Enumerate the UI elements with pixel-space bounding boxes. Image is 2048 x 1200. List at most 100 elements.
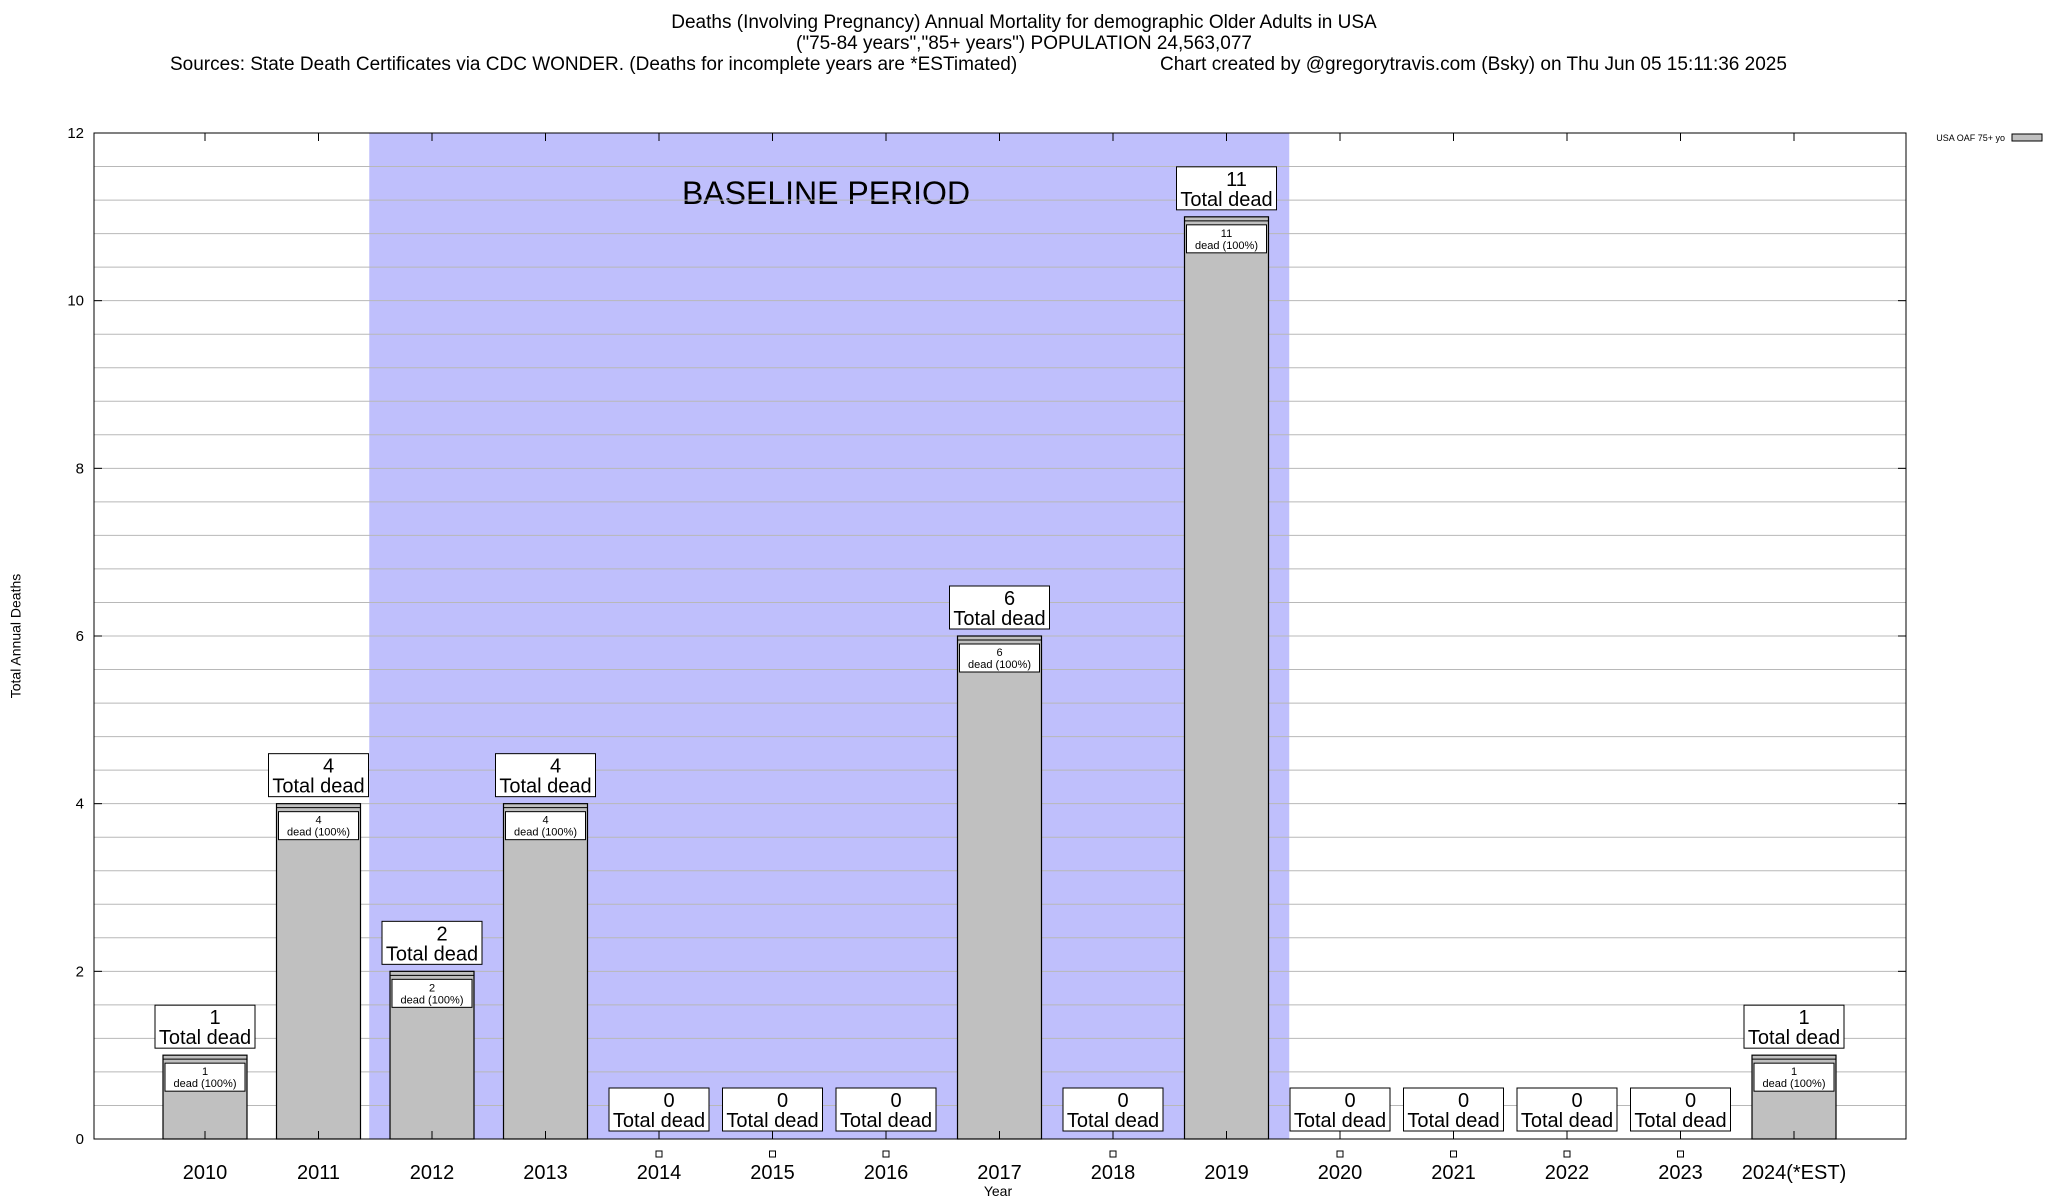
total-dead-label: Total dead (1294, 1110, 1386, 1132)
x-tick-label: 2013 (523, 1162, 568, 1184)
x-axis-label: Year (984, 1183, 1013, 1199)
chart-credit: Chart created by @gregorytravis.com (Bsk… (1160, 54, 1787, 75)
inner-dead-label: dead (100%) (1195, 240, 1258, 252)
total-dead-label: Total dead (953, 608, 1045, 630)
inner-value-label: 2 (429, 982, 435, 994)
legend: USA OAF 75+ yo (1936, 133, 2043, 143)
x-tick-label: 2016 (864, 1162, 909, 1184)
bar (275, 803, 362, 1140)
bar (502, 803, 589, 1140)
inner-label-box (391, 978, 473, 1008)
legend-swatch (2011, 133, 2043, 142)
total-label-box (1630, 1087, 1731, 1132)
x-tick-label: 2010 (183, 1162, 228, 1184)
total-value-label: 1 (1798, 1007, 1809, 1029)
inner-label-box (278, 811, 359, 841)
zero-marker (769, 1150, 776, 1158)
total-label-box (608, 1087, 710, 1132)
y-tick-label: 2 (76, 963, 84, 980)
x-tick-label: 2017 (977, 1162, 1022, 1184)
x-tick-label: 2015 (750, 1162, 795, 1184)
total-dead-label: Total dead (1067, 1110, 1159, 1132)
inner-value-label: 6 (996, 647, 1002, 659)
inner-value-label: 1 (1791, 1066, 1797, 1078)
zero-marker (1109, 1150, 1117, 1158)
total-dead-label: Total dead (1634, 1110, 1726, 1132)
x-tick-label: 2022 (1545, 1162, 1590, 1184)
x-tick-label: 2011 (297, 1162, 340, 1184)
y-tick-label: 10 (67, 293, 84, 310)
total-dead-label: Total dead (1180, 189, 1272, 211)
total-label-box (835, 1087, 937, 1132)
inner-value-label: 1 (202, 1066, 208, 1078)
total-dead-label: Total dead (726, 1110, 818, 1132)
x-tick-label: 2024(*EST) (1742, 1162, 1847, 1184)
total-label-box (268, 753, 369, 798)
inner-label-box (505, 811, 586, 841)
total-value-label: 4 (550, 756, 561, 778)
total-value-label: 0 (663, 1090, 674, 1112)
x-tick-label: 2018 (1091, 1162, 1136, 1184)
inner-label-box (164, 1062, 246, 1092)
y-tick-label: 4 (76, 796, 84, 813)
chart-title-block: Deaths (Involving Pregnancy) Annual Mort… (0, 12, 2048, 54)
total-value-label: 4 (323, 756, 334, 778)
zero-marker (1450, 1150, 1457, 1158)
total-label-box (722, 1087, 823, 1132)
total-label-box (1289, 1087, 1391, 1132)
total-dead-label: Total dead (840, 1110, 932, 1132)
total-dead-label: Total dead (386, 943, 478, 965)
inner-value-label: 4 (315, 815, 321, 827)
total-value-label: 0 (1685, 1090, 1696, 1112)
total-dead-label: Total dead (613, 1110, 705, 1132)
y-tick-label: 6 (76, 628, 84, 645)
legend-label: USA OAF 75+ yo (1936, 133, 2005, 143)
inner-dead-label: dead (100%) (968, 659, 1031, 671)
x-tick-label: 2023 (1658, 1162, 1703, 1184)
total-value-label: 0 (1458, 1090, 1469, 1112)
inner-dead-label: dead (100%) (1763, 1078, 1826, 1090)
chart-title: Deaths (Involving Pregnancy) Annual Mort… (671, 12, 1377, 33)
zero-marker (655, 1150, 663, 1158)
y-tick-label: 12 (67, 125, 84, 142)
zero-marker (1336, 1150, 1344, 1158)
total-dead-label: Total dead (1521, 1110, 1613, 1132)
total-value-label: 6 (1004, 588, 1015, 610)
bar (1183, 216, 1270, 1140)
total-dead-label: Total dead (1748, 1027, 1840, 1049)
chart-sources: Sources: State Death Certificates via CD… (170, 54, 1018, 75)
total-label-box (154, 1004, 256, 1049)
total-value-label: 1 (209, 1007, 220, 1029)
total-value-label: 0 (1571, 1090, 1582, 1112)
x-tick-label: 2012 (410, 1162, 455, 1184)
x-axis: 2010 2011 2012 2013 2 0 1 4 2015 2016 2017 2018 2019… (183, 133, 1847, 1184)
inner-dead-label: dead (100%) (174, 1078, 237, 1090)
inner-dead-label: dead (100%) (287, 827, 350, 839)
bar (956, 635, 1043, 1140)
total-dead-label: Total dead (499, 776, 591, 798)
total-label-box (495, 753, 596, 798)
total-value-label: 11 (1226, 169, 1247, 191)
inner-label-box (959, 643, 1040, 673)
inner-value-label: 11 (1221, 228, 1232, 240)
x-tick-label: 2019 (1204, 1162, 1249, 1184)
zero-marker (1677, 1150, 1684, 1158)
inner-dead-label: dead (100%) (514, 827, 577, 839)
total-label-box (1743, 1004, 1845, 1049)
